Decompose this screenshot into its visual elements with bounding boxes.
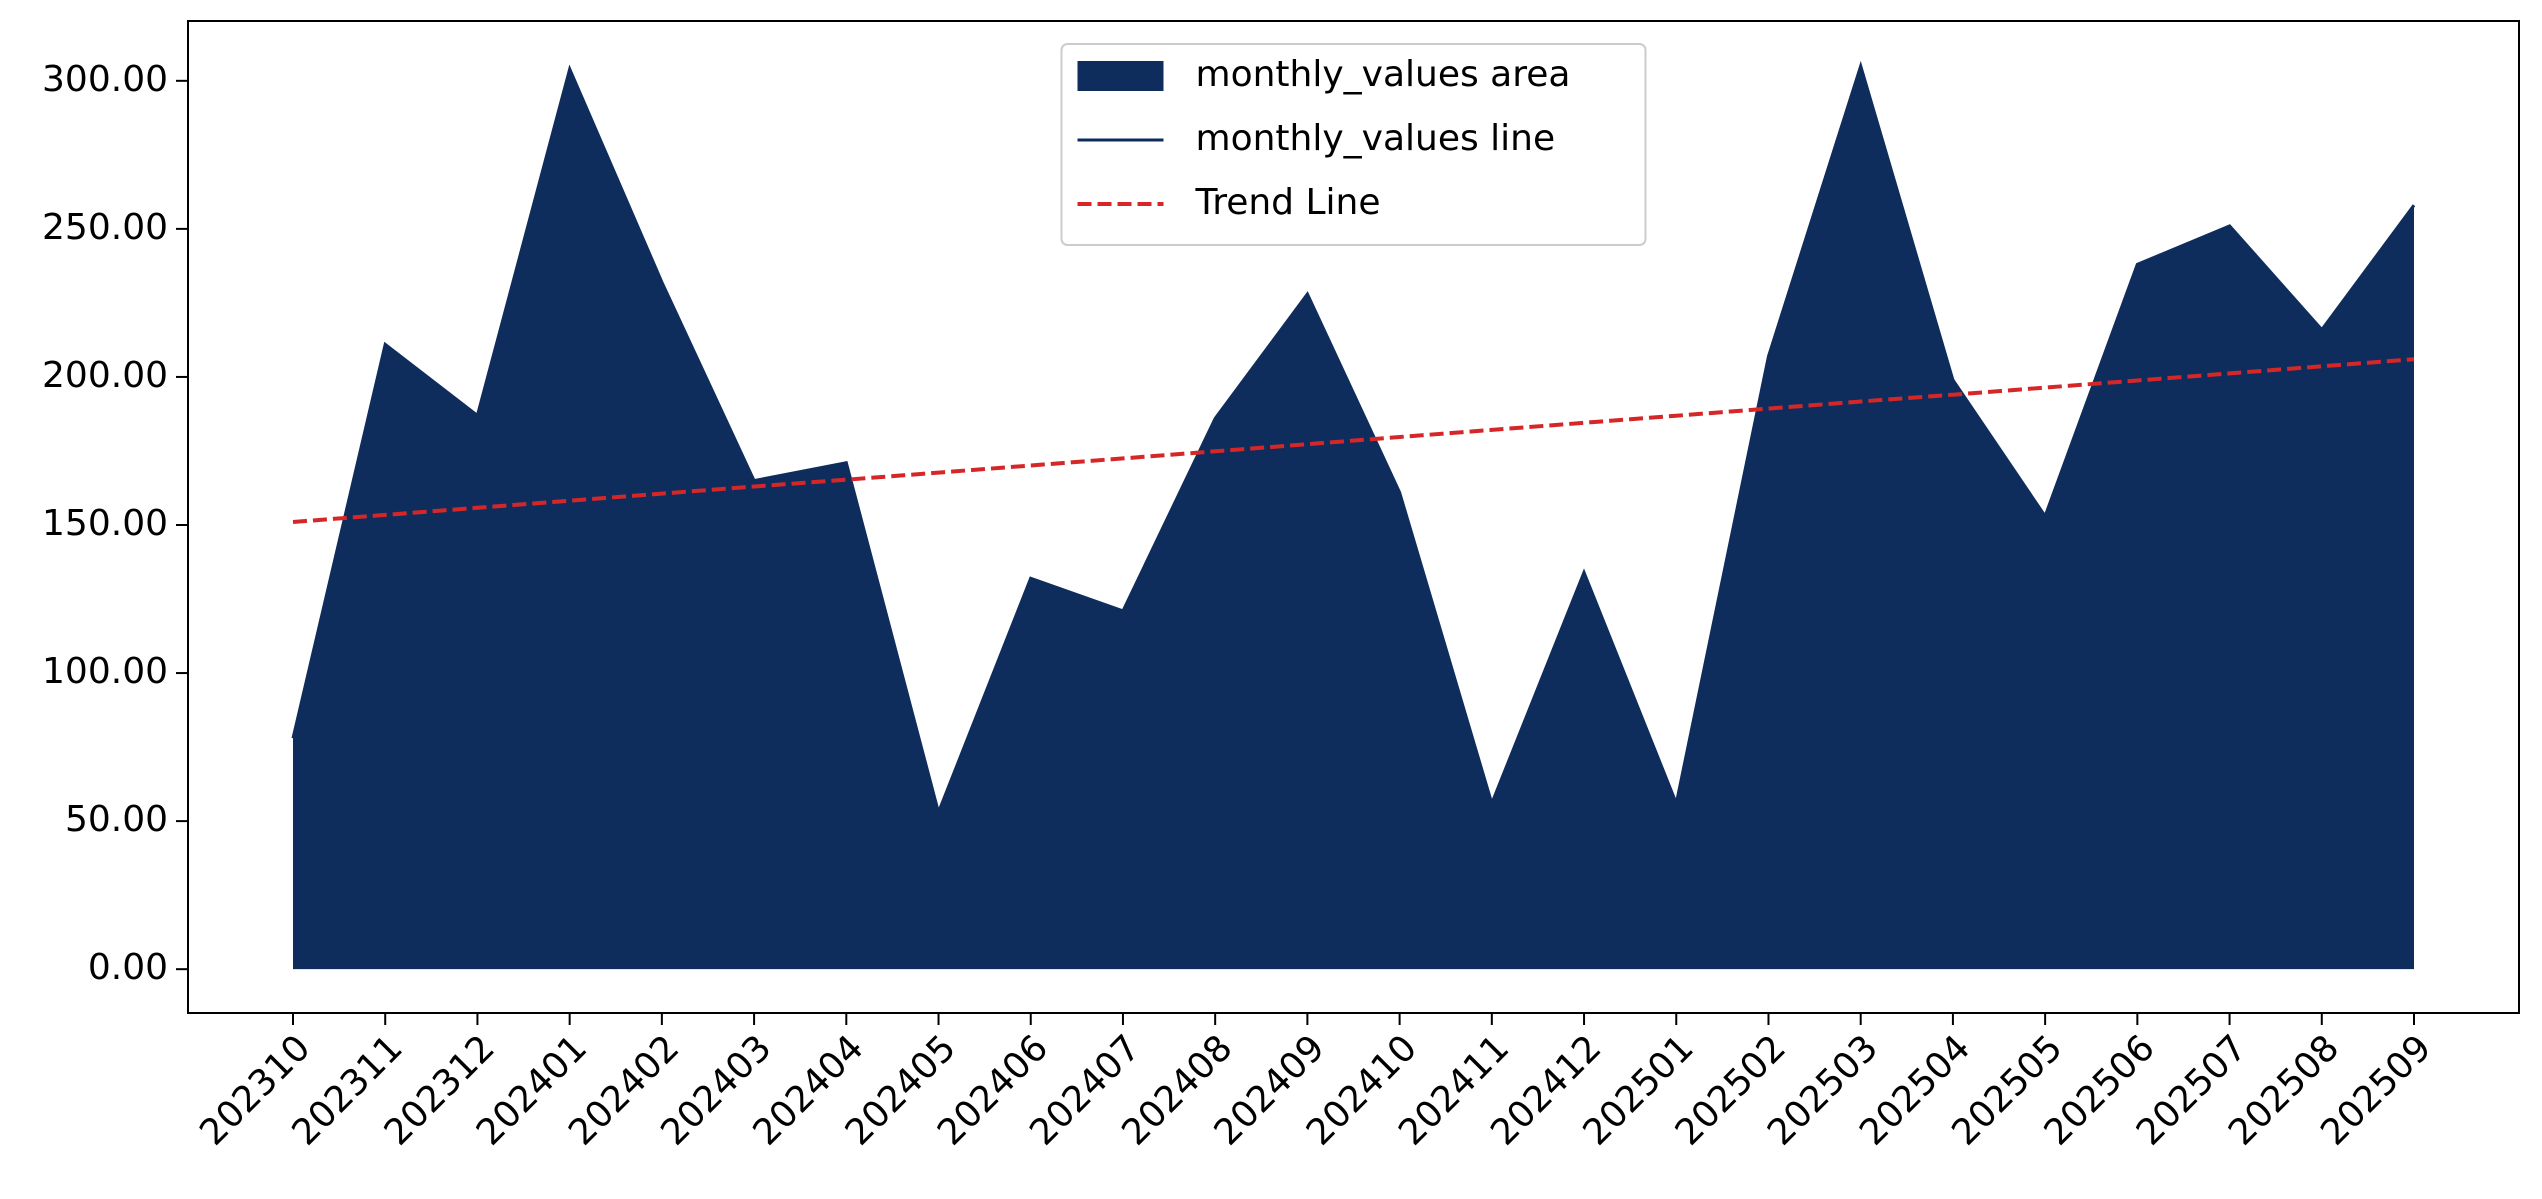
y-tick-label: 250.00 <box>42 207 168 248</box>
y-tick-label: 50.00 <box>65 799 168 840</box>
legend-swatch <box>1077 61 1164 91</box>
trend-line <box>292 357 2415 524</box>
y-tick-label: 100.00 <box>42 651 168 692</box>
y-tick-label: 0.00 <box>88 947 168 988</box>
area <box>293 66 2414 970</box>
y-tick-label: 150.00 <box>42 503 168 544</box>
line <box>291 60 2416 818</box>
y-tick-label: 200.00 <box>42 355 168 396</box>
axes-frame <box>187 20 2520 1014</box>
legend-label: monthly_values line <box>1196 118 1556 159</box>
legend-label: monthly_values area <box>1196 54 1571 95</box>
legend-box <box>1060 43 1647 246</box>
y-tick-label: 300.00 <box>42 59 168 100</box>
legend-label: Trend Line <box>1195 182 1381 223</box>
